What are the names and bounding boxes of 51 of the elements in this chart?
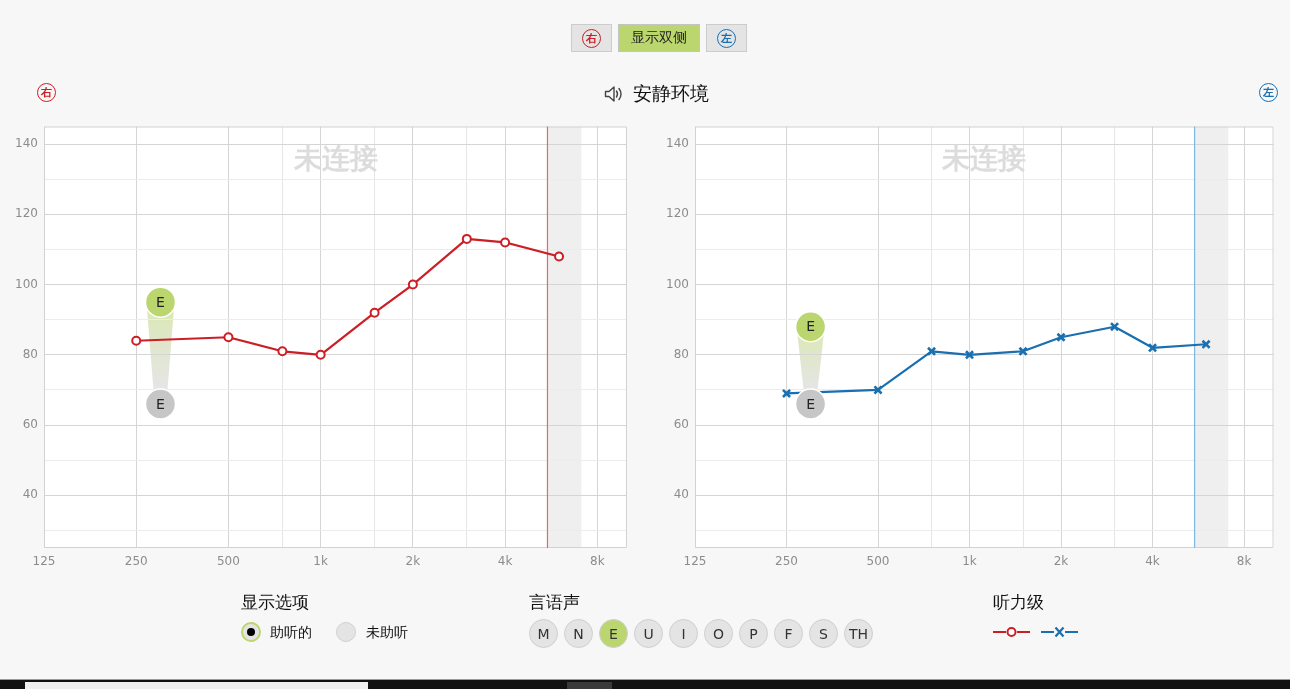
data-label: E — [156, 293, 165, 310]
x-tick-label: 125 — [683, 554, 707, 569]
chart-title: 左 — [1259, 83, 1278, 102]
x-tick-label: 2k — [1053, 554, 1069, 569]
text: 安静环境 — [633, 81, 709, 106]
y-tick-label: 120 — [15, 206, 38, 221]
y-tick-label: 40 — [22, 487, 38, 502]
toggle-button: 显示双侧 — [618, 24, 700, 52]
y-tick-label: 60 — [22, 417, 38, 432]
y-tick-label: 40 — [673, 487, 689, 502]
toggle-button: E — [599, 619, 628, 648]
chart-title: 右 — [37, 83, 56, 102]
x-tick-label: 125 — [32, 554, 56, 569]
y-tick-label: 100 — [666, 276, 689, 291]
text: 听力级 — [993, 592, 1044, 612]
x-tick-label: 500 — [216, 554, 240, 569]
toggle-button: S — [809, 619, 838, 648]
toggle-button: O — [704, 619, 733, 648]
toggle-button: 左 — [706, 24, 747, 52]
x-tick-label: 250 — [775, 554, 798, 569]
y-tick-label: 140 — [666, 136, 689, 151]
y-tick-label: 120 — [666, 206, 689, 221]
x-tick-label: 4k — [497, 554, 513, 569]
data-label: E — [806, 318, 816, 335]
toggle-button: M — [529, 619, 558, 648]
x-tick-label: 1k — [962, 554, 977, 569]
toggle-button: TH — [844, 619, 873, 648]
text: 助听的 — [270, 623, 312, 642]
toggle-button: I — [669, 619, 698, 648]
x-tick-label: 8k — [1236, 554, 1252, 569]
text: 未助听 — [366, 623, 408, 642]
x-tick-label: 250 — [124, 554, 148, 569]
text: 言语声 — [529, 592, 580, 612]
y-tick-label: 80 — [22, 346, 38, 361]
x-tick-label: 4k — [1145, 554, 1160, 569]
x-tick-label: 2k — [405, 554, 421, 569]
toggle-button: 右 — [571, 24, 612, 52]
toggle-button: F — [774, 619, 803, 648]
y-tick-label: 80 — [673, 346, 689, 361]
y-tick-label: 140 — [15, 136, 38, 151]
annotation: E — [156, 395, 165, 412]
y-tick-label: 100 — [15, 276, 38, 291]
y-tick-label: 60 — [673, 417, 689, 432]
x-tick-label: 500 — [866, 554, 890, 569]
annotation: E — [806, 395, 816, 412]
toggle-button: N — [564, 619, 593, 648]
x-tick-label: 1k — [313, 554, 328, 569]
toggle-button: U — [634, 619, 663, 648]
x-tick-label: 8k — [590, 554, 605, 569]
toggle-button: P — [739, 619, 768, 648]
text: 显示选项 — [241, 592, 309, 612]
